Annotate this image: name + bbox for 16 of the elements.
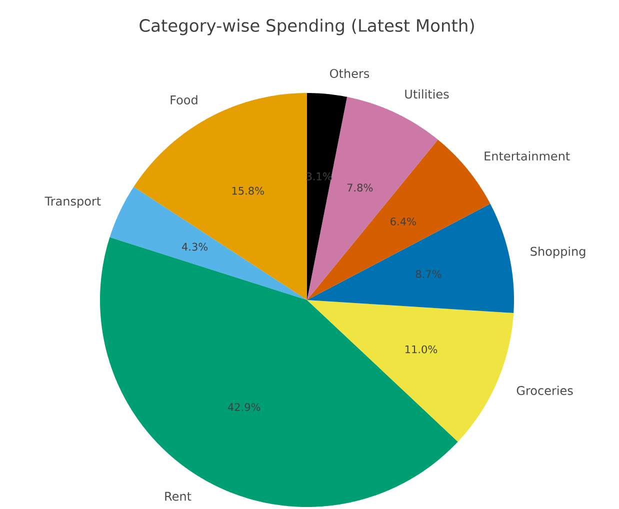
data-label: 6.4% [390, 217, 416, 226]
slice-label: Shopping [530, 246, 586, 258]
slice-label: Food [170, 95, 198, 104]
slice-label: Transport [44, 196, 101, 208]
data-label: 11.0% [405, 345, 438, 354]
data-label: 15.8% [232, 186, 264, 195]
slice-label: Entertainment [484, 151, 570, 161]
data-label: 42.9% [228, 403, 260, 412]
slice-label: Others [330, 68, 370, 78]
data-label: 7.8% [347, 184, 373, 192]
slice-label: Groceries [516, 386, 573, 396]
data-label: 8.7% [416, 270, 442, 278]
data-label: 4.3% [182, 242, 208, 251]
slice-label: Utilities [405, 89, 449, 99]
chart-title: Category-wise Spending (Latest Month) [140, 18, 474, 36]
slice-label: Rent [165, 492, 192, 501]
